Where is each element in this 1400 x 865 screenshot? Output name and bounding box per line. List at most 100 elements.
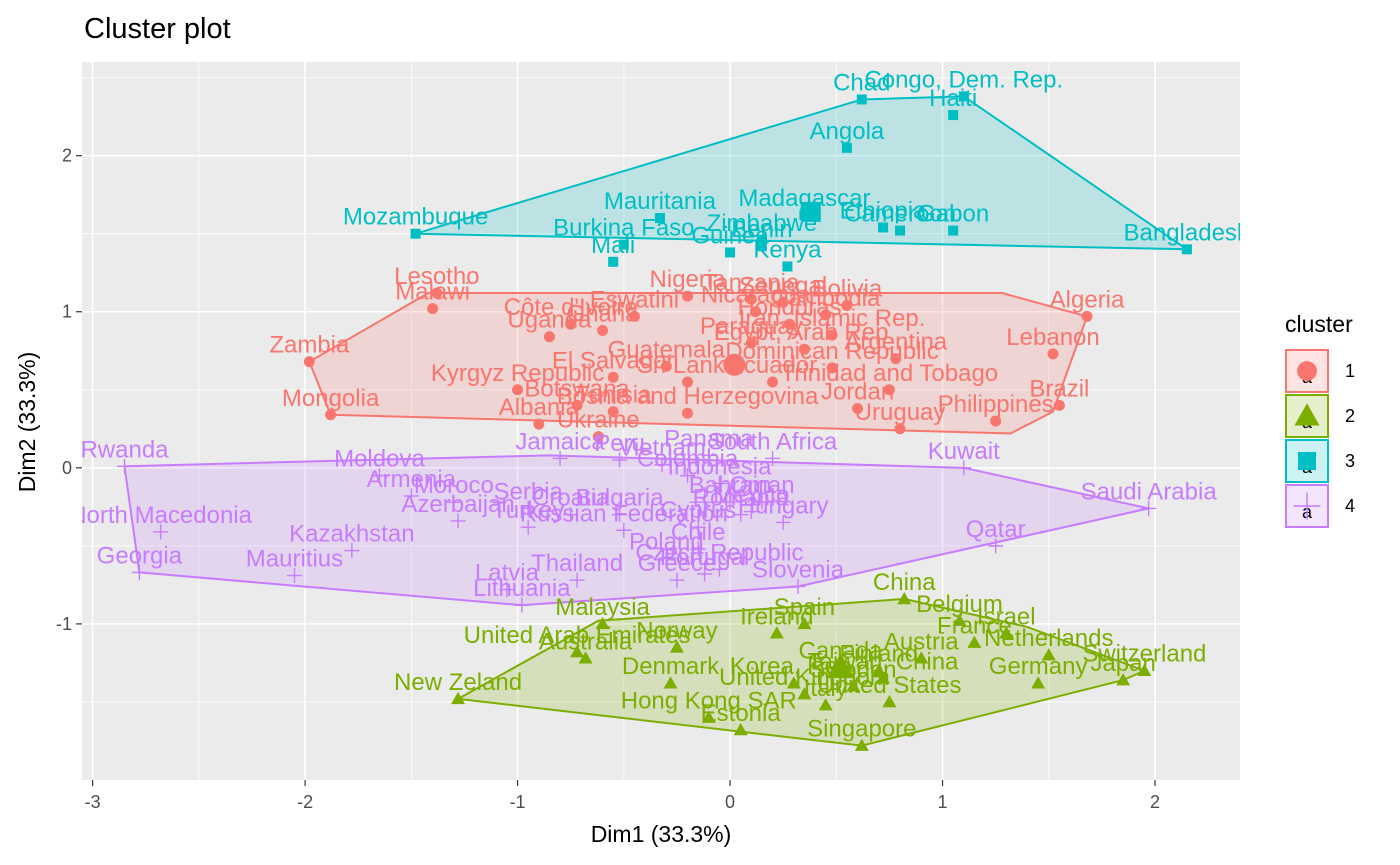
legend-label: 1 [1345,361,1355,381]
cluster-3-point [841,142,852,153]
point-label: Canada [799,638,884,665]
point-label: Cyprus [660,497,736,524]
cluster-2-hull [454,597,1148,747]
point-label: Madagascar [738,185,870,212]
point-label: Germany [989,653,1088,680]
point-label: Congo, Dem. Rep. [864,66,1063,93]
point-label: Italy [804,675,848,702]
cluster-2-point [663,676,678,689]
point-label: Indonesia [667,453,772,480]
point-label: Lesotho [394,263,479,290]
cluster-4-point [988,538,1004,554]
cluster-2-point [595,616,610,630]
cluster-1-point [628,310,640,322]
cluster-1-point [512,384,524,396]
point-label: Rwanda [80,436,169,463]
cluster-4-point [697,566,713,582]
point-label: Dominican Republic [725,338,938,365]
point-label: Switzerland [1082,641,1206,668]
point-label: Kuwait [928,438,1000,465]
cluster-3-point [878,222,889,233]
point-label: Japan [1090,650,1155,677]
point-label: Mali [591,232,635,259]
point-label: Uruguay [855,399,946,426]
point-label: Russian Federation [520,500,728,527]
cluster-4-point [669,572,685,588]
cluster-4-point [690,541,706,557]
point-label: Czech Republic [635,539,803,566]
cluster-4-point [450,513,466,529]
point-label: Bahrain [689,472,772,499]
point-label: Mongolia [282,385,380,412]
point-label: Jamaica [515,428,605,455]
x-tick-label: -1 [510,792,526,812]
cluster-2-point [882,694,897,708]
point-label: Haiti [929,85,977,112]
cluster-4-point [563,507,579,523]
point-label: Australia [539,628,633,655]
cluster-4-point [153,524,169,540]
point-label: Algeria [1050,286,1125,313]
point-label: Poland [629,528,704,555]
point-label: Singapore [807,716,916,743]
cluster-4-point [116,458,132,474]
cluster-1-point [1047,348,1059,360]
cluster-1-point [571,399,583,411]
point-label: Zimbabwe [707,210,818,237]
cluster-4-point [514,597,530,613]
legend-title: cluster [1285,311,1353,337]
legend-key-marker [1294,403,1320,426]
cluster-4-point [446,494,462,510]
x-tick-label: 0 [725,792,735,812]
cluster-4-point [956,460,972,476]
point-label: Bangladesh [1123,219,1250,246]
point-label: Kyrgyz Republic [431,360,604,387]
point-label: Kenya [753,236,822,263]
cluster-2-point [876,671,891,684]
point-label: Taiwan, China [808,649,959,676]
point-label: United States [817,672,961,699]
cluster-2-point [797,616,812,630]
point-label: Mauritius [246,546,343,573]
point-label: Netherlands [984,625,1113,652]
point-label: Bolivia [812,275,883,302]
x-tick-label: -3 [85,792,101,812]
x-tick-label: 2 [1150,792,1160,812]
cluster-1-point [682,407,694,419]
cluster-4-point [520,500,536,516]
point-label: Botswana [524,375,630,402]
cluster-3-point [782,261,793,272]
cluster-2-point [1137,663,1152,676]
legend-label: 2 [1345,406,1355,426]
cluster-2-point [1116,673,1131,686]
cluster-1-point [820,309,832,321]
cluster-3-point [948,225,959,236]
cluster-1-point [565,318,577,330]
cluster-1-point [745,337,757,349]
point-label: Israel [977,603,1036,630]
point-label: Serbia [494,478,564,505]
point-label: Bosnia and Herzegovina [557,383,819,410]
point-label: Guatemala [608,336,726,363]
point-label: Latvia [475,560,540,587]
point-label: Tanzania [703,269,800,296]
cluster-4-point [754,494,770,510]
cluster-1-point [826,329,838,341]
cluster-1-point [990,415,1002,427]
point-label: Austria [884,628,959,655]
cluster-2-point [786,676,801,689]
cluster-3-point [756,241,767,252]
cluster-2-point [897,591,912,605]
point-label: Moroco [414,472,494,499]
cluster-1-point [890,353,902,365]
cluster-4-point [569,572,585,588]
point-label: Estonia [701,700,782,727]
cluster-2-point [669,640,684,653]
cluster-1-hull [308,292,1089,435]
point-label: Norway [636,617,717,644]
cluster-2-point [1031,676,1046,689]
cluster-3-point [895,225,906,236]
point-label: South Africa [708,428,838,455]
cluster-points [116,91,1192,751]
cluster-1-point [745,293,757,305]
